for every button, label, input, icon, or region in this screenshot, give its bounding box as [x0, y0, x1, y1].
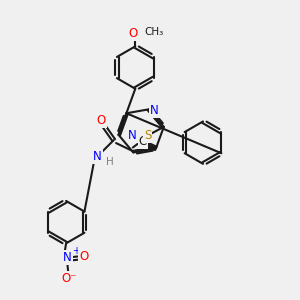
Text: O: O — [96, 114, 106, 127]
Text: N: N — [150, 104, 159, 117]
Text: S: S — [144, 129, 151, 142]
Text: N: N — [63, 251, 72, 264]
Text: O: O — [79, 250, 88, 263]
Text: O⁻: O⁻ — [62, 272, 77, 285]
Text: N: N — [128, 129, 137, 142]
Text: +: + — [72, 246, 80, 256]
Text: C: C — [139, 135, 147, 148]
Text: H: H — [106, 157, 114, 166]
Text: CH₃: CH₃ — [145, 27, 164, 37]
Text: O: O — [128, 27, 137, 40]
Text: N: N — [93, 150, 102, 163]
